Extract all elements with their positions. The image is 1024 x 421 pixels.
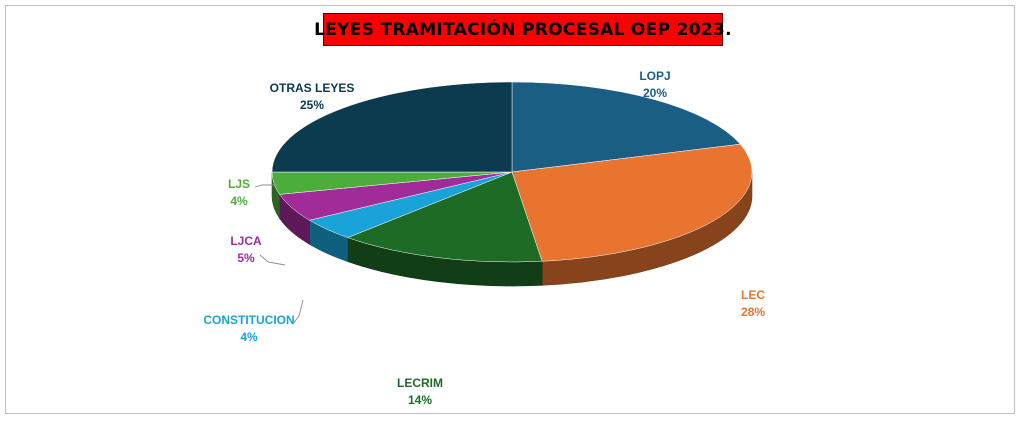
label-lec: LEC [741,288,765,302]
label-ljca: LJCA [230,234,262,248]
label-ljs: LJS [228,177,250,191]
value-lec: 28% [741,305,765,319]
leader-ljs [254,184,278,188]
label-constitucion: CONSTITUCION [203,313,294,327]
pie-sides [271,171,753,287]
value-otras-leyes: 25% [300,98,324,112]
value-lecrim: 14% [408,393,432,407]
chart-title-box: LEYES TRAMITACIÓN PROCESAL OEP 2023. [314,13,732,46]
slice-lec [511,143,753,262]
label-lecrim: LECRIM [397,376,443,390]
slice-lopj [511,81,741,173]
leader-constitucion [292,299,304,325]
value-ljs: 4% [230,194,248,208]
leader-lines [254,184,304,325]
value-lopj: 20% [643,86,667,100]
value-ljca: 5% [237,251,255,265]
chart-title: LEYES TRAMITACIÓN PROCESAL OEP 2023. [314,19,732,40]
slice-otras-leyes [271,81,513,173]
slice-labels: LOPJ 20% LEC 28% LECRIM 14% CONSTITUCION 4% LJCA… [203,69,765,407]
slice-lecrim [346,171,543,263]
leader-ljca [259,254,286,266]
pie-tops [271,81,753,263]
value-constitucion: 4% [240,330,258,344]
label-otras-leyes: OTRAS LEYES [270,81,355,95]
label-lopj: LOPJ [639,69,670,83]
